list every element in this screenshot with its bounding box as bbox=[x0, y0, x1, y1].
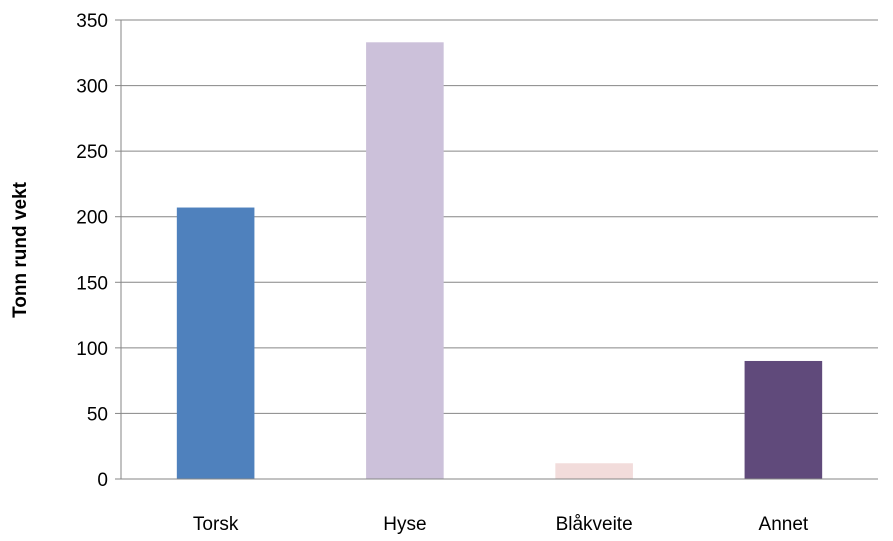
y-tick-labels: 0 50 100 150 200 250 300 350 bbox=[76, 11, 108, 491]
y-tick-label: 350 bbox=[76, 11, 108, 32]
bars bbox=[176, 42, 823, 480]
axes bbox=[120, 20, 878, 480]
y-tick-label: 150 bbox=[76, 273, 108, 294]
y-tick-label: 250 bbox=[76, 142, 108, 163]
x-category-label: Annet bbox=[759, 514, 809, 535]
y-axis-title: Tonn rund vekt bbox=[10, 181, 31, 317]
bar-bl-kveite bbox=[555, 463, 633, 479]
y-tick-label: 200 bbox=[76, 208, 108, 229]
x-category-label: Torsk bbox=[193, 514, 239, 535]
y-tick-label: 50 bbox=[87, 404, 108, 425]
bar-hyse bbox=[366, 42, 444, 480]
x-category-label: Hyse bbox=[383, 514, 426, 535]
bar-annet bbox=[744, 360, 823, 479]
y-tick-label: 100 bbox=[76, 339, 108, 360]
y-tick-label: 0 bbox=[97, 470, 108, 491]
x-category-label: Blåkveite bbox=[556, 514, 633, 535]
x-category-labels: Torsk Hyse Blåkveite Annet bbox=[193, 514, 809, 535]
bar-torsk bbox=[176, 207, 255, 479]
y-tick-label: 300 bbox=[76, 77, 108, 98]
